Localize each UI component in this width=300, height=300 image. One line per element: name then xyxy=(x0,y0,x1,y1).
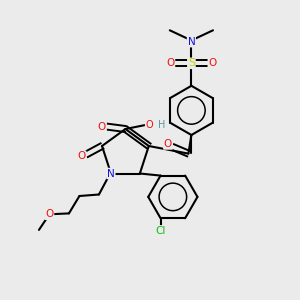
Text: O: O xyxy=(77,151,86,161)
Text: N: N xyxy=(188,37,195,47)
Text: O: O xyxy=(146,119,153,130)
Text: O: O xyxy=(166,58,175,68)
Text: Cl: Cl xyxy=(155,226,166,236)
Text: O: O xyxy=(45,209,54,219)
Text: O: O xyxy=(164,139,172,149)
Text: N: N xyxy=(107,169,115,178)
Text: H: H xyxy=(158,119,165,130)
Text: S: S xyxy=(188,58,195,68)
Text: O: O xyxy=(98,122,106,132)
Text: O: O xyxy=(208,58,217,68)
